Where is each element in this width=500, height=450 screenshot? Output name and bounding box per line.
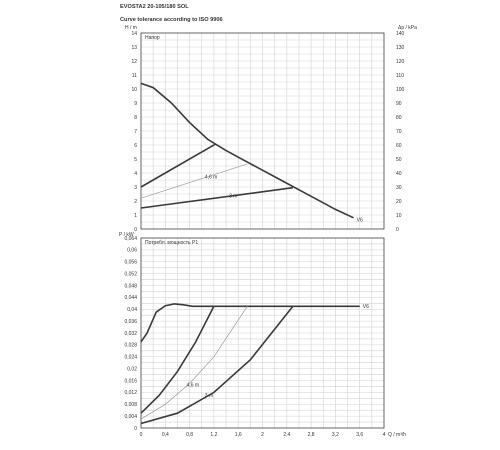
power-x-tick-label: 1,6 xyxy=(235,432,242,438)
power-panel-label: Потребл. мощность P1 xyxy=(145,240,198,246)
head-y2-tick-label: 100 xyxy=(396,87,405,93)
head-y-tick-label: 6 xyxy=(134,143,137,149)
head-plot-frame xyxy=(140,32,385,230)
power-y-tick-label: 0,032 xyxy=(124,331,137,337)
power-x-tick-label: 2,4 xyxy=(283,432,290,438)
head-y2-tick-label: 120 xyxy=(396,59,405,65)
power-x-tick-label: 0,8 xyxy=(186,432,193,438)
power-y-tick-label: 0,056 xyxy=(124,260,137,266)
head-y-tick-label: 10 xyxy=(131,87,137,93)
power-x-tick-label: 4 xyxy=(383,432,386,438)
power-x-tick-label: 3,6 xyxy=(356,432,363,438)
power-y-tick-label: 0,036 xyxy=(124,319,137,325)
power-curve-4 xyxy=(140,305,294,425)
power-x-tick-label: 1,2 xyxy=(210,432,217,438)
head-y-tick-label: 1 xyxy=(134,213,137,219)
head-y-tick-label: 12 xyxy=(131,59,137,65)
power-plot-frame xyxy=(140,237,385,429)
power-y-tick-label: 0,024 xyxy=(124,355,137,361)
head-y-tick-label: 0 xyxy=(134,227,137,233)
head-y2-tick-label: 110 xyxy=(396,73,404,79)
head-panel-label: Напор xyxy=(145,35,160,41)
head-y2-tick-label: 80 xyxy=(396,115,402,121)
head-y-tick-label: 2 xyxy=(134,199,137,205)
power-y-axis-label: P / kW xyxy=(119,232,134,238)
power-x-tick-label: 2,8 xyxy=(308,432,315,438)
chart-subtitle: Curve tolerance according to ISO 9906 xyxy=(120,17,223,23)
power-curve-2 xyxy=(140,305,215,414)
power-y-tick-label: 0,012 xyxy=(124,390,137,396)
head-curve-3 xyxy=(140,163,248,199)
power-y-tick-label: 0,06 xyxy=(127,248,137,254)
head-y-tick-label: 11 xyxy=(132,73,137,79)
power-y-tick-label: 0,02 xyxy=(127,366,137,372)
power-curve-3 xyxy=(140,306,248,420)
head-y-tick-label: 9 xyxy=(134,101,137,107)
head-y-tick-label: 13 xyxy=(131,45,137,51)
power-x-axis-label: Q / m³/h xyxy=(388,432,406,438)
head-grid xyxy=(140,32,385,230)
power-label-4-6m: 4,6 m xyxy=(187,382,200,388)
head-y2-tick-label: 40 xyxy=(396,171,402,177)
head-curve-2 xyxy=(140,143,216,188)
power-y-tick-label: 0 xyxy=(134,426,137,432)
head-y2-tick-label: 90 xyxy=(396,101,402,107)
head-y-tick-label: 3 xyxy=(134,185,137,191)
head-y-tick-label: 5 xyxy=(134,157,137,163)
power-y-tick-label: 0,028 xyxy=(124,343,137,349)
head-y2-tick-label: 0 xyxy=(396,227,399,233)
power-grid xyxy=(140,237,385,429)
head-label-3m: 3 m xyxy=(229,194,237,200)
power-y-tick-label: 0,052 xyxy=(124,271,137,277)
head-y2-tick-label: 20 xyxy=(396,199,402,205)
head-y2-tick-label: 140 xyxy=(396,31,405,37)
head-y2-tick-label: 10 xyxy=(396,213,402,219)
power-x-tick-label: 0,4 xyxy=(162,432,169,438)
head-y-tick-label: 8 xyxy=(134,115,137,121)
power-y-tick-label: 0,008 xyxy=(124,402,137,408)
head-y-tick-label: 4 xyxy=(134,171,137,177)
power-label-3m: 3 m xyxy=(205,393,213,399)
head-y2-tick-label: 30 xyxy=(396,185,402,191)
power-y-tick-label: 0,004 xyxy=(124,414,137,420)
head-curve-4 xyxy=(140,186,294,209)
head-y2-axis-label: Δp / kPa xyxy=(398,25,417,31)
power-x-tick-label: 2 xyxy=(261,432,264,438)
power-y-tick-label: 0,048 xyxy=(124,283,137,289)
head-label-v6: V6 xyxy=(357,217,363,223)
chart-title: EVOSTA2 20-105/180 SOL xyxy=(120,4,189,10)
head-y2-tick-label: 60 xyxy=(396,143,402,149)
head-y2-tick-label: 70 xyxy=(396,129,402,135)
power-y-tick-label: 0,04 xyxy=(127,307,137,313)
head-curve-1 xyxy=(140,82,354,219)
head-y-axis-label: H / m xyxy=(125,25,137,31)
head-y-tick-label: 14 xyxy=(131,31,137,37)
power-y-tick-label: 0,016 xyxy=(124,378,137,384)
power-x-tick-label: 3,2 xyxy=(332,432,339,438)
head-label-4-6m: 4,6 m xyxy=(205,175,218,181)
head-y-tick-label: 7 xyxy=(134,129,137,135)
power-x-tick-label: 0 xyxy=(140,432,143,438)
head-y2-tick-label: 130 xyxy=(396,45,405,51)
power-y-tick-label: 0,064 xyxy=(124,236,137,242)
head-y2-tick-label: 50 xyxy=(396,157,402,163)
power-y-tick-label: 0,044 xyxy=(124,295,137,301)
power-label-v6: V6 xyxy=(363,304,369,310)
